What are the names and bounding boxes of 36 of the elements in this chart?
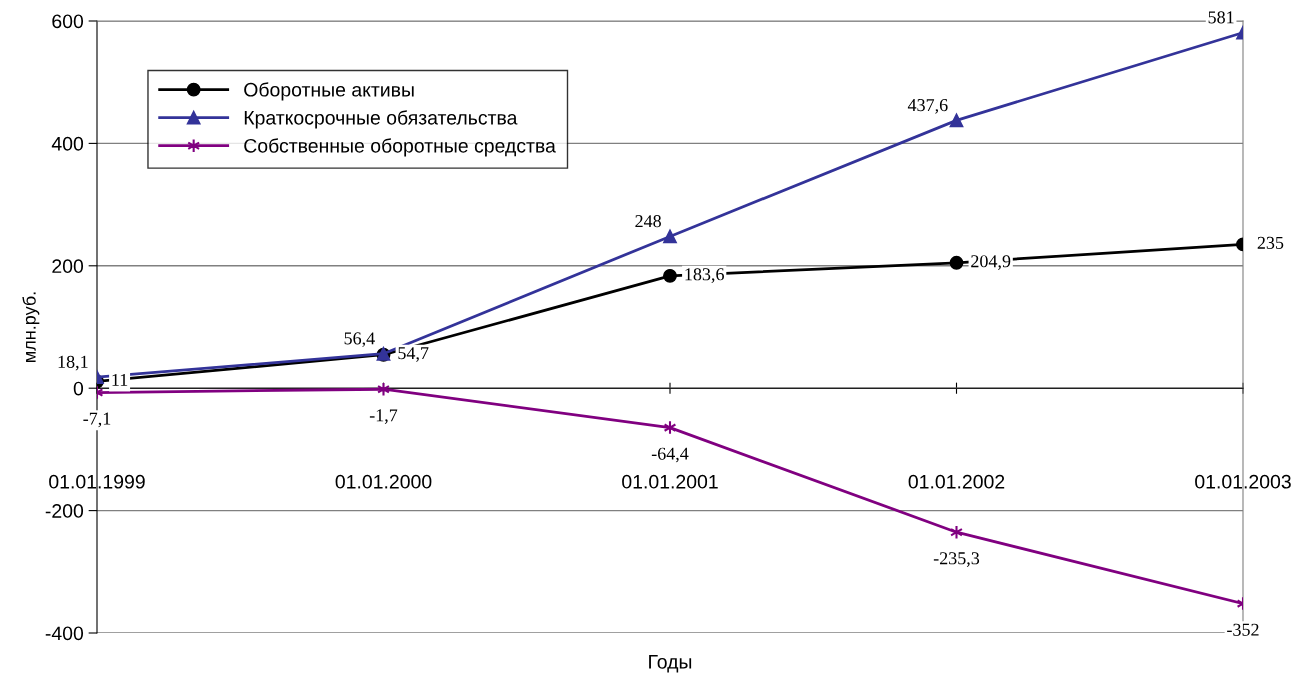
data-label: 18,1 — [58, 355, 88, 371]
y-axis-title: млн.руб. — [22, 292, 40, 362]
point — [377, 381, 390, 397]
data-label: -1,7 — [369, 409, 398, 424]
point — [663, 268, 677, 283]
legend-label: Краткосрочные обязательства — [244, 110, 518, 129]
data-label: -7,1 — [83, 412, 111, 428]
x-tick-label: 01.01.2001 — [622, 474, 718, 489]
data-label: -64,4 — [651, 447, 689, 463]
x-tick-label: 01.01.2002 — [908, 474, 1005, 489]
point — [950, 524, 963, 540]
point — [949, 113, 964, 128]
data-label: 56,4 — [344, 332, 375, 348]
data-label: -352 — [1227, 623, 1259, 636]
point — [949, 255, 964, 270]
x-axis-title: Годы — [649, 655, 692, 673]
y-tick-label: -400 — [45, 626, 84, 641]
data-label: 235 — [1257, 236, 1284, 249]
data-label: 248 — [635, 215, 661, 228]
legend-label: Собственные оборотные средства — [244, 138, 556, 157]
legend-label: Оборотные активы — [244, 82, 414, 101]
data-label: 437,6 — [907, 99, 948, 114]
y-tick-label: 200 — [52, 259, 84, 274]
x-tick-label: 01.01.2000 — [335, 474, 432, 489]
data-label: 54,7 — [398, 347, 429, 362]
data-label: -235,3 — [933, 552, 980, 567]
point — [663, 229, 677, 244]
x-tick-label: 01.01.2003 — [1195, 474, 1291, 489]
data-label: 581 — [1208, 11, 1234, 24]
y-tick-label: 600 — [52, 14, 84, 29]
data-label: 204,9 — [971, 255, 1011, 270]
y-tick-label: 400 — [51, 136, 84, 151]
y-tick-label: -200 — [45, 504, 84, 518]
data-label: 11 — [112, 373, 128, 386]
y-tick-label: 0 — [73, 381, 84, 396]
data-label: 183,6 — [685, 268, 724, 283]
